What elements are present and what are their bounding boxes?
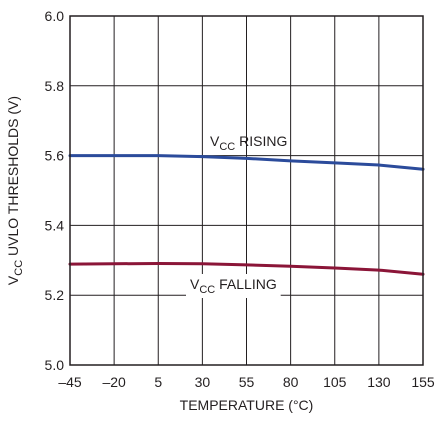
series-lines <box>68 154 425 276</box>
series-label-text: VCC FALLING <box>190 276 277 296</box>
plot-frame <box>69 15 424 366</box>
y-axis-label: VCC UVLO THRESHOLDS (V) <box>5 96 25 285</box>
x-tick-label: –45 <box>58 374 82 390</box>
y-axis-label-subscript: CC <box>13 260 25 276</box>
grid <box>70 16 423 365</box>
x-tick-label: 105 <box>323 374 347 390</box>
series-line-vcc-rising <box>68 154 425 171</box>
series-labels: VCC RISING VCC FALLING <box>186 133 287 298</box>
y-tick-label: 5.0 <box>45 357 65 373</box>
x-tick-label: 55 <box>239 374 255 390</box>
x-axis-tick-labels: –45 –20 5 30 55 80 105 130 155 <box>58 374 435 390</box>
x-axis-label: TEMPERATURE (°C) <box>180 397 314 413</box>
x-tick-label: 80 <box>283 374 299 390</box>
series-label-vcc-rising: VCC RISING <box>210 133 287 153</box>
y-tick-label: 5.6 <box>45 148 65 164</box>
x-tick-label: 5 <box>154 374 162 390</box>
series-line-vcc-falling <box>68 261 425 276</box>
y-axis-label-prefix: V <box>5 275 21 285</box>
y-axis-tick-labels: 5.0 5.2 5.4 5.6 5.8 6.0 <box>45 8 65 373</box>
y-tick-label: 6.0 <box>45 8 65 24</box>
series-label-background <box>186 274 281 298</box>
x-tick-label: 155 <box>411 374 435 390</box>
y-tick-label: 5.8 <box>45 78 65 94</box>
x-tick-label: –20 <box>102 374 126 390</box>
series-label-text: VCC RISING <box>210 133 287 153</box>
x-tick-label: 130 <box>367 374 391 390</box>
y-tick-label: 5.4 <box>45 217 65 233</box>
series-label-vcc-falling: VCC FALLING <box>186 274 281 298</box>
y-tick-label: 5.2 <box>45 287 65 303</box>
x-tick-label: 30 <box>195 374 211 390</box>
y-axis-label-suffix: UVLO THRESHOLDS (V) <box>5 96 21 260</box>
